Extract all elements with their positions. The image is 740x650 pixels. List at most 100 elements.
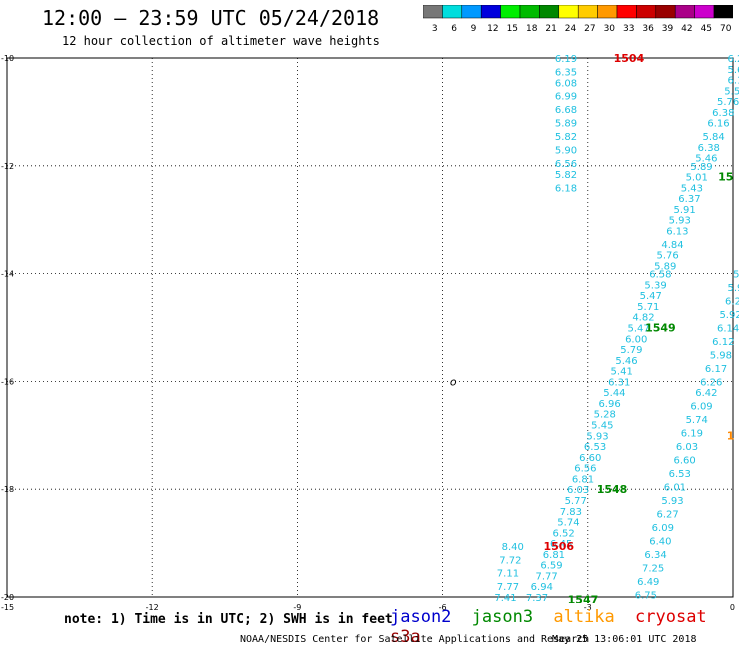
wave-height-value: 5.39	[644, 280, 666, 291]
wave-height-value: 6.18	[555, 183, 577, 194]
wave-height-value: 6.19	[555, 54, 577, 65]
wave-height-value: 6.94	[531, 582, 553, 593]
wave-height-value: 6.17	[705, 364, 727, 375]
wave-height-value: 7.77	[497, 582, 519, 593]
wave-height-value: 6.59	[540, 561, 562, 572]
wave-height-value: 5.79	[620, 345, 642, 356]
wave-height-value: 7.11	[497, 569, 519, 580]
wave-height-value: 6.75	[635, 590, 657, 601]
legend-jason2: jason2	[390, 607, 452, 627]
wave-height-value: 7.83	[560, 507, 582, 518]
wave-height-value: 5.45	[591, 421, 613, 432]
units-note: note: 1) Time is in UTC; 2) SWH is in fe…	[64, 612, 393, 627]
pass-time-label: 15	[718, 171, 733, 184]
legend-altika: altika	[553, 607, 615, 627]
wave-height-value: 6.99	[555, 92, 577, 103]
wave-height-value: 7.25	[642, 563, 664, 574]
wave-height-value: 6.14	[717, 324, 739, 335]
wave-height-value: 5.77	[565, 496, 587, 507]
wave-height-value: 5.98	[710, 350, 732, 361]
wave-height-value: 6.58	[649, 270, 671, 281]
wave-height-value: 6.13	[666, 226, 688, 237]
wave-height-value: 6.38	[698, 143, 720, 154]
wave-height-value: 6.40	[649, 536, 671, 547]
wave-height-value: 5.76	[657, 251, 679, 262]
credit-text: NOAA/NESDIS Center for Satellite Applica…	[240, 634, 590, 645]
wave-height-value: 6.00	[625, 334, 647, 345]
wave-height-value: 5.93	[586, 431, 608, 442]
wave-height-value: 6.12	[712, 337, 734, 348]
pass-time-label: 1549	[645, 322, 676, 335]
wave-height-value: 5.71	[637, 302, 659, 313]
color-scale-label: 27	[584, 24, 595, 34]
pass-time-label: 1548	[597, 483, 628, 496]
wave-height-value: 7.72	[499, 555, 521, 566]
wave-height-value: 5.93	[661, 496, 683, 507]
wave-height-value: 8.40	[502, 542, 524, 553]
wave-height-value: 5.89	[690, 162, 712, 173]
wave-height-value: 6.52	[552, 528, 574, 539]
wave-height-value: 5.01	[686, 173, 708, 184]
wave-height-value: 5.41	[611, 367, 633, 378]
wave-height-value: 5.90	[555, 146, 577, 157]
wave-height-value: 5.74	[686, 415, 708, 426]
wave-height-value: 5.53	[724, 86, 740, 97]
wave-height-value: 5.43	[681, 183, 703, 194]
wave-height-value: 5.82	[555, 170, 577, 181]
color-scale-label: 42	[681, 24, 692, 34]
wave-height-value: 6.1	[727, 76, 740, 87]
color-scale-label: 36	[642, 24, 654, 34]
wave-height-value: 6.26	[700, 377, 722, 388]
wave-height-value: 6.35	[555, 67, 577, 78]
wave-height-value: 7.41	[494, 593, 516, 604]
wave-height-value: 6.34	[644, 550, 666, 561]
wave-height-value: 7.77	[536, 571, 558, 582]
wave-height-value: 6.2	[725, 297, 740, 308]
color-scale-label: 33	[623, 24, 634, 34]
satellite-legend: jason2 jason3 altika cryosat s3a	[390, 607, 740, 647]
wave-height-value: 6.53	[669, 469, 691, 480]
wave-height-values: 6.196.356.086.996.685.895.825.906.565.82…	[494, 52, 740, 607]
island-mark: o	[450, 375, 457, 388]
wave-height-value: 6.56	[574, 464, 596, 475]
latitude-label: -18	[1, 485, 14, 494]
wave-height-value: 6.53	[584, 442, 606, 453]
pass-time-label: 1547	[568, 594, 599, 607]
wave-height-value: 6.56	[555, 159, 577, 170]
wave-height-value: 5.74	[557, 518, 579, 529]
legend-jason3: jason3	[471, 607, 534, 627]
pass-time-label: 1506	[543, 540, 574, 553]
color-swatch	[713, 5, 733, 19]
wave-height-value: 5.9	[727, 283, 740, 294]
wave-height-value: 6.2	[727, 54, 740, 65]
color-scale-label: 24	[565, 24, 577, 34]
wave-height-value: 5.89	[654, 262, 676, 273]
wave-height-value: 7.37	[526, 593, 548, 604]
color-scale-label: 3	[432, 24, 438, 34]
wave-height-value: 6.96	[598, 399, 620, 410]
map-frame	[6, 57, 734, 598]
wave-height-value: 6.81	[572, 474, 594, 485]
color-scale-label: 6	[451, 24, 457, 34]
color-scale-label: 45	[701, 24, 712, 34]
wave-height-value: 6.68	[555, 105, 577, 116]
longitude-label: -6	[439, 603, 447, 612]
color-scale-label: 12	[487, 24, 498, 34]
wave-height-value: 6.19	[681, 429, 703, 440]
wave-height-value: 5.82	[555, 132, 577, 143]
wave-height-value: 6.49	[637, 577, 659, 588]
color-scale-label: 9	[471, 24, 477, 34]
color-scale-label: 15	[507, 24, 518, 34]
wave-height-value: 6.09	[652, 523, 674, 534]
latitude-label: -12	[1, 162, 14, 171]
legend-cryosat: cryosat	[635, 607, 707, 627]
wave-height-value: 5.47	[640, 291, 662, 302]
color-scale-label: 30	[604, 24, 616, 34]
latitude-label: -10	[1, 54, 14, 63]
wave-height-value: 5.6	[727, 65, 740, 76]
wave-height-value: 4.84	[661, 240, 683, 251]
wave-height-value: 5.46	[615, 356, 637, 367]
wave-height-value: 6.08	[555, 78, 577, 89]
longitude-label: 0	[730, 603, 735, 612]
